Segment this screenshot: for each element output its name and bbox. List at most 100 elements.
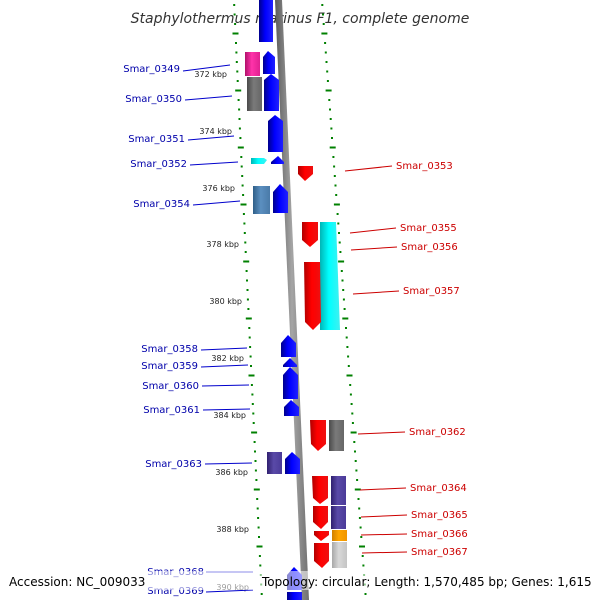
gene-arrow-smar-0367[interactable] — [314, 543, 329, 568]
scale-minor-tick — [255, 479, 258, 481]
gene-arrow[interactable] — [332, 530, 347, 541]
scale-minor-tick — [235, 42, 237, 44]
scale-minor-tick — [257, 526, 260, 529]
gene-arrow[interactable] — [331, 506, 346, 529]
scale-minor-tick — [259, 564, 262, 567]
scale-minor-tick — [354, 450, 356, 453]
scale-minor-tick — [246, 298, 249, 301]
scale-minor-tick — [349, 384, 352, 386]
scale-minor-tick — [343, 308, 346, 310]
gene-label-smar-0359[interactable]: Smar_0359 — [141, 361, 198, 372]
gene-arrow-smar-0366[interactable] — [314, 531, 329, 541]
scale-major-tick — [354, 488, 361, 491]
gene-arrow-smar-0353[interactable] — [298, 166, 313, 181]
scale-minor-tick — [351, 412, 354, 415]
scale-major-tick — [243, 260, 250, 263]
scale-minor-tick — [243, 222, 246, 225]
gene-arrow-smar-0362[interactable] — [310, 420, 326, 451]
gene-arrow-smar-0357[interactable] — [304, 262, 321, 330]
gene-arrow-smar-0361[interactable] — [284, 400, 299, 416]
gene-arrow[interactable] — [329, 420, 344, 451]
gene-label-smar-0353[interactable]: Smar_0353 — [396, 161, 453, 172]
gene-arrow[interactable] — [263, 51, 275, 74]
scale-major-tick — [232, 32, 239, 35]
scale-minor-tick — [239, 137, 242, 139]
scale-major-tick — [253, 488, 260, 491]
scale-minor-tick — [250, 365, 252, 367]
gene-label-smar-0360[interactable]: Smar_0360 — [142, 381, 199, 392]
gene-arrow[interactable] — [273, 184, 288, 213]
gene-label-smar-0365[interactable]: Smar_0365 — [411, 510, 468, 521]
right-gene-labels: Smar_0353 Smar_0355 Smar_0356 Smar_0357 … — [396, 161, 468, 558]
scale-minor-tick — [334, 184, 337, 187]
scale-label: 384 kbp — [213, 411, 246, 420]
gene-arrow-smar-0354[interactable] — [253, 186, 270, 214]
gene-label-smar-0356[interactable]: Smar_0356 — [401, 242, 458, 253]
gene-label-smar-0352[interactable]: Smar_0352 — [130, 159, 187, 170]
scale-minor-tick — [249, 355, 252, 358]
scale-minor-tick — [360, 536, 363, 538]
gene-arrow[interactable] — [271, 156, 284, 164]
gene-arrow-smar-0358[interactable] — [281, 335, 296, 357]
scale-minor-tick — [253, 441, 256, 443]
gene-arrow-smar-0365[interactable] — [313, 506, 328, 529]
gene-arrow-smar-0349[interactable] — [245, 52, 260, 76]
gene-label-smar-0362[interactable]: Smar_0362 — [409, 427, 466, 438]
scale-major-tick — [338, 260, 345, 263]
gene-label-smar-0366[interactable]: Smar_0366 — [411, 529, 468, 540]
gene-arrow[interactable] — [285, 452, 300, 474]
gene-label-smar-0354[interactable]: Smar_0354 — [133, 199, 190, 210]
scale-minor-tick — [233, 13, 236, 16]
leader-line — [187, 135, 235, 141]
gene-label-smar-0349[interactable]: Smar_0349 — [123, 64, 180, 75]
gene-arrow-smar-0355[interactable] — [302, 222, 318, 247]
scale-minor-tick — [329, 108, 331, 111]
scale-major-tick — [235, 89, 242, 92]
gene-arrow-smar-0351[interactable] — [268, 115, 283, 152]
scale-minor-tick — [345, 336, 348, 339]
gene-arrow[interactable] — [332, 542, 347, 568]
scale-label: 374 kbp — [199, 127, 232, 136]
scale-minor-tick — [260, 593, 263, 595]
scale-minor-tick — [335, 194, 338, 196]
gene-label-smar-0364[interactable]: Smar_0364 — [410, 483, 467, 494]
scale-minor-tick — [331, 137, 333, 139]
gene-arrow[interactable] — [264, 74, 279, 111]
scale-minor-tick — [240, 165, 243, 168]
gene-arrow[interactable] — [331, 476, 346, 505]
scale-minor-tick — [256, 507, 259, 510]
gene-arrow-smar-0352[interactable] — [251, 158, 267, 164]
gene-label-smar-0363[interactable]: Smar_0363 — [145, 459, 202, 470]
gene-arrow-smar-0356[interactable] — [320, 222, 340, 330]
gene-label-smar-0350[interactable]: Smar_0350 — [125, 94, 182, 105]
scale-minor-tick — [338, 232, 340, 234]
gene-arrow-smar-0359[interactable] — [283, 358, 297, 367]
scale-minor-tick — [354, 460, 357, 462]
gene-label-smar-0367[interactable]: Smar_0367 — [411, 547, 468, 558]
gene-arrow-smar-0364[interactable] — [312, 476, 328, 504]
scale-minor-tick — [339, 251, 342, 253]
scale-minor-tick — [324, 42, 327, 44]
gene-label-smar-0351[interactable]: Smar_0351 — [128, 134, 185, 145]
scale-minor-tick — [251, 403, 254, 405]
gene-arrow-smar-0363[interactable] — [267, 452, 282, 474]
gene-arrow[interactable] — [259, 0, 273, 42]
gene-arrow-smar-0369[interactable] — [287, 592, 302, 600]
scale-minor-tick — [245, 270, 248, 272]
scale-minor-tick — [235, 51, 238, 54]
gene-label-smar-0355[interactable]: Smar_0355 — [400, 223, 457, 234]
leader-line — [360, 514, 408, 518]
leader-line — [204, 462, 253, 465]
gene-label-smar-0361[interactable]: Smar_0361 — [143, 405, 200, 416]
scale-minor-tick — [322, 13, 324, 16]
gene-label-smar-0357[interactable]: Smar_0357 — [403, 286, 460, 297]
gene-label-smar-0369[interactable]: Smar_0369 — [147, 586, 204, 597]
scale-minor-tick — [246, 279, 248, 282]
gene-arrow-smar-0360[interactable] — [283, 367, 298, 399]
scale-minor-tick — [328, 99, 331, 101]
scale-minor-tick — [254, 450, 256, 453]
right-tick-rail — [321, 4, 367, 595]
gene-arrow-smar-0350[interactable] — [247, 77, 262, 111]
gene-label-smar-0358[interactable]: Smar_0358 — [141, 344, 198, 355]
scale-major-tick — [240, 203, 247, 206]
